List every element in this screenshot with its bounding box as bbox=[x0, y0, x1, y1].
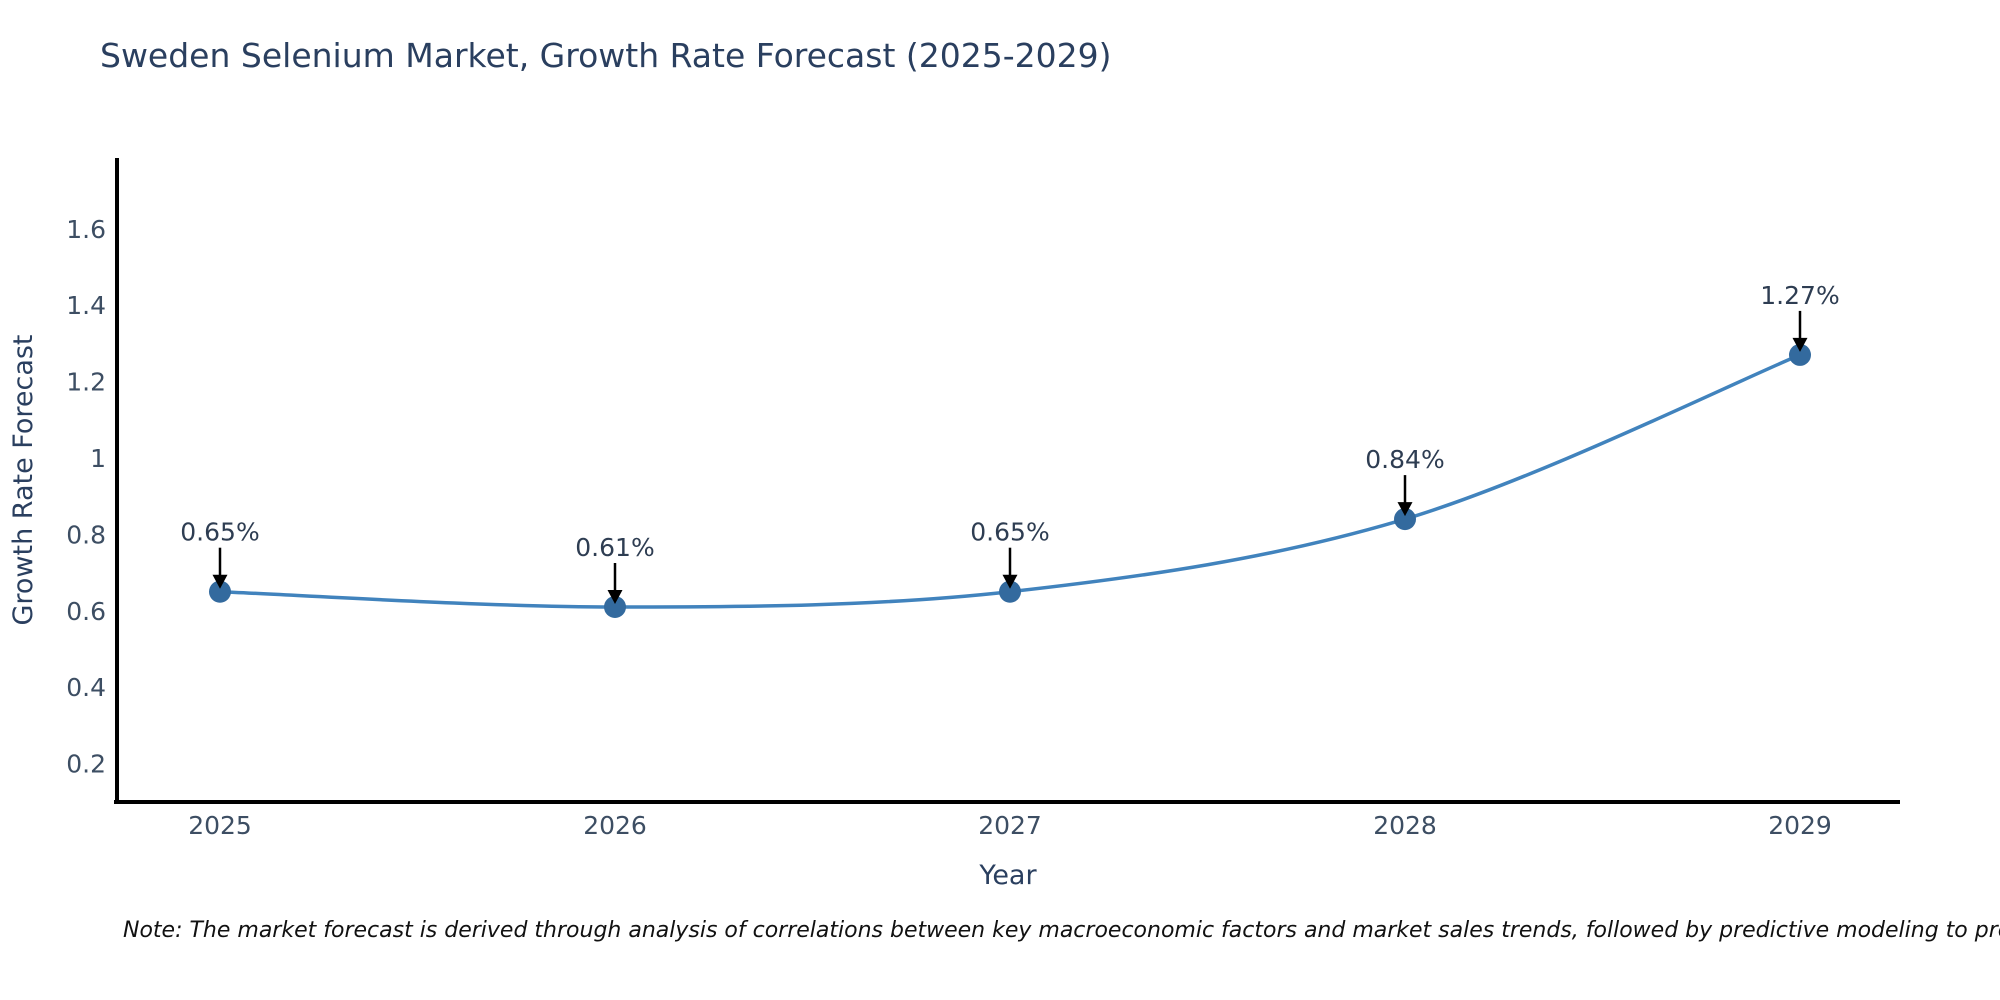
data-point-markers bbox=[209, 343, 1811, 618]
x-tick-label: 2029 bbox=[1768, 811, 1832, 840]
annotation-label: 0.65% bbox=[180, 518, 259, 547]
annotation-arrowhead-icon bbox=[212, 574, 228, 589]
x-axis-title: Year bbox=[979, 860, 1037, 891]
y-tick-label: 1 bbox=[90, 444, 106, 473]
data-point-marker bbox=[1789, 343, 1811, 366]
y-tick-label: 1.2 bbox=[66, 368, 106, 397]
x-axis-line bbox=[114, 800, 1900, 804]
data-point-marker bbox=[1394, 508, 1416, 531]
y-tick-label: 0.4 bbox=[66, 673, 106, 702]
annotation-arrowhead-icon bbox=[1397, 502, 1413, 517]
annotation-label: 1.27% bbox=[1760, 281, 1839, 310]
data-point-marker bbox=[999, 580, 1021, 603]
x-axis-ticks: 2025 2026 2027 2028 2029 bbox=[188, 811, 1832, 840]
y-tick-label: 1.6 bbox=[66, 215, 106, 244]
chart-title: Sweden Selenium Market, Growth Rate Fore… bbox=[100, 36, 1112, 75]
annotation-arrowhead-icon bbox=[1792, 337, 1808, 352]
annotation-arrowhead-icon bbox=[1002, 574, 1018, 589]
x-tick-label: 2028 bbox=[1373, 811, 1437, 840]
y-tick-label: 1.4 bbox=[66, 291, 106, 320]
footnote: Note: The market forecast is derived thr… bbox=[123, 918, 2000, 943]
data-point-marker bbox=[209, 580, 231, 603]
annotations: 0.65% 0.61% 0.65% 0.84% 1.27% bbox=[180, 281, 1840, 604]
annotation-arrowhead-icon bbox=[607, 590, 623, 604]
y-tick-label: 0.8 bbox=[66, 520, 106, 549]
annotation-label: 0.61% bbox=[575, 533, 654, 562]
x-tick-label: 2027 bbox=[978, 811, 1042, 840]
y-axis-title: Growth Rate Forecast bbox=[8, 334, 39, 626]
annotation-label: 0.84% bbox=[1365, 445, 1444, 474]
x-tick-label: 2026 bbox=[583, 811, 647, 840]
data-point-marker bbox=[604, 596, 626, 618]
y-axis-line bbox=[115, 158, 119, 804]
annotation-label: 0.65% bbox=[970, 518, 1049, 547]
y-tick-label: 0.6 bbox=[66, 597, 106, 626]
y-tick-label: 0.2 bbox=[66, 750, 106, 779]
x-tick-label: 2025 bbox=[188, 811, 252, 840]
y-axis-ticks: 0.2 0.4 0.6 0.8 1 1.2 1.4 1.6 bbox=[66, 215, 106, 779]
